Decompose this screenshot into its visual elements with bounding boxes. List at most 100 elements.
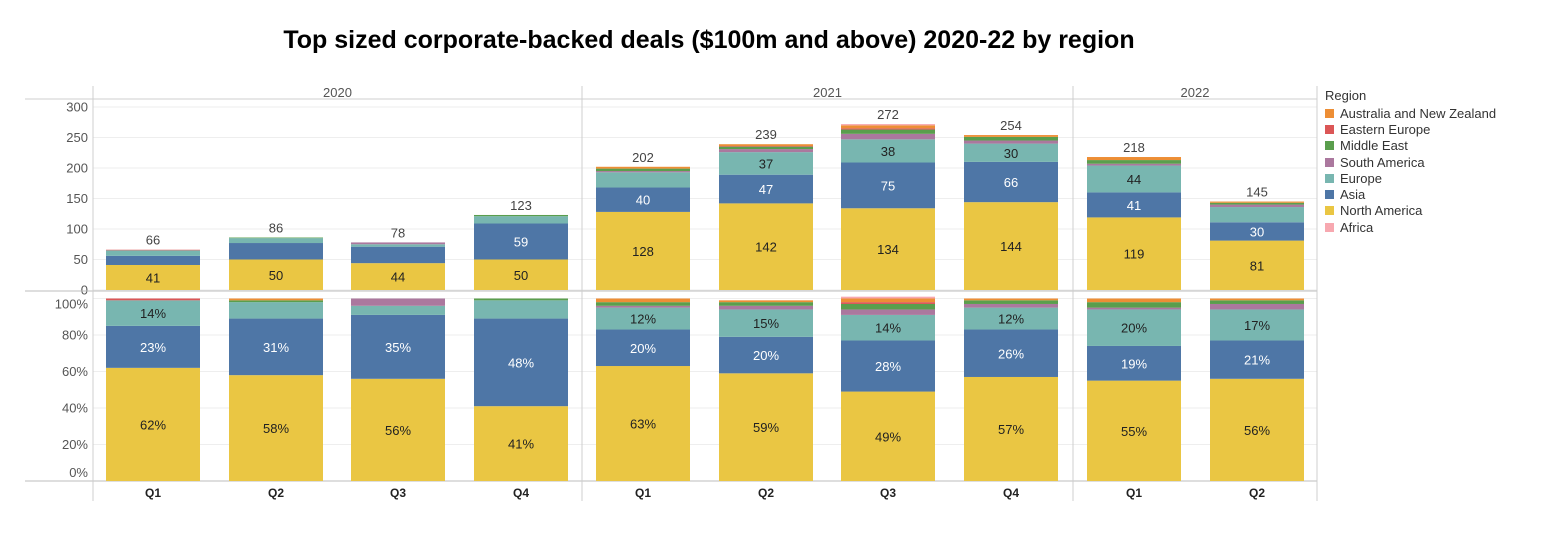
bar-segment[interactable] xyxy=(841,298,935,303)
legend-item-europe[interactable]: Europe xyxy=(1325,170,1496,186)
bar-segment[interactable] xyxy=(596,168,690,172)
bar-segment[interactable] xyxy=(841,162,935,209)
bar-segment[interactable] xyxy=(106,255,200,265)
legend-item-eastern-europe[interactable]: Eastern Europe xyxy=(1325,121,1496,137)
bar-segment[interactable] xyxy=(1210,222,1304,241)
bar-segment[interactable] xyxy=(474,318,568,407)
bar-segment[interactable] xyxy=(229,375,323,481)
bar-segment[interactable] xyxy=(229,243,323,260)
bar-segment[interactable] xyxy=(719,373,813,481)
bar-segment[interactable] xyxy=(719,336,813,374)
bar-segment[interactable] xyxy=(719,152,813,175)
bar-segment[interactable] xyxy=(841,124,935,126)
bar-segment[interactable] xyxy=(841,296,935,299)
bar-segment[interactable] xyxy=(719,203,813,290)
bar-segment[interactable] xyxy=(351,246,445,264)
legend-item-middle-east[interactable]: Middle East xyxy=(1325,138,1496,154)
bar-segment[interactable] xyxy=(596,171,690,173)
bar-segment[interactable] xyxy=(106,300,200,326)
bar-segment[interactable] xyxy=(596,366,690,481)
bar-segment[interactable] xyxy=(964,135,1058,137)
bar-segment[interactable] xyxy=(596,187,690,212)
bar-segment[interactable] xyxy=(964,300,1058,304)
legend-item-africa[interactable]: Africa xyxy=(1325,219,1496,235)
bar-segment[interactable] xyxy=(229,298,323,301)
bar-segment[interactable] xyxy=(1087,345,1181,381)
bar-segment[interactable] xyxy=(841,139,935,163)
bar-segment[interactable] xyxy=(1087,217,1181,290)
bar-segment[interactable] xyxy=(596,172,690,188)
bar-segment[interactable] xyxy=(841,133,935,140)
bar-segment[interactable] xyxy=(1087,380,1181,481)
bar-segment[interactable] xyxy=(1087,307,1181,310)
bar-segment[interactable] xyxy=(719,149,813,153)
bar-segment[interactable] xyxy=(719,146,813,147)
bar-segment[interactable] xyxy=(719,174,813,204)
bar-segment[interactable] xyxy=(1087,163,1181,166)
bar-segment[interactable] xyxy=(1087,157,1181,161)
bar-segment[interactable] xyxy=(351,242,445,245)
bar-segment[interactable] xyxy=(1087,165,1181,193)
bar-segment[interactable] xyxy=(964,329,1058,377)
bar-segment[interactable] xyxy=(1210,204,1304,208)
bar-segment[interactable] xyxy=(106,250,200,256)
bar-segment[interactable] xyxy=(351,314,445,379)
bar-segment[interactable] xyxy=(841,340,935,392)
bar-segment[interactable] xyxy=(964,136,1058,141)
bar-segment[interactable] xyxy=(474,214,568,217)
bar-segment[interactable] xyxy=(841,309,935,315)
bar-segment[interactable] xyxy=(964,143,1058,162)
bar-segment[interactable] xyxy=(1087,192,1181,218)
bar-segment[interactable] xyxy=(841,129,935,134)
bar-segment[interactable] xyxy=(474,259,568,291)
bar-segment[interactable] xyxy=(841,391,935,481)
bar-segment[interactable] xyxy=(719,144,813,147)
bar-segment[interactable] xyxy=(351,298,445,306)
bar-segment[interactable] xyxy=(596,305,690,308)
bar-segment[interactable] xyxy=(1210,340,1304,379)
bar-segment[interactable] xyxy=(719,305,813,310)
bar-segment[interactable] xyxy=(106,298,200,301)
bar-segment[interactable] xyxy=(964,303,1058,308)
bar-segment[interactable] xyxy=(229,302,323,319)
bar-segment[interactable] xyxy=(474,298,568,301)
bar-segment[interactable] xyxy=(964,307,1058,330)
bar-segment[interactable] xyxy=(1087,302,1181,308)
bar-segment[interactable] xyxy=(351,244,445,247)
bar-segment[interactable] xyxy=(719,146,813,150)
bar-segment[interactable] xyxy=(964,140,1058,144)
bar-segment[interactable] xyxy=(1087,160,1181,164)
bar-segment[interactable] xyxy=(1210,201,1304,203)
bar-segment[interactable] xyxy=(1210,378,1304,481)
bar-segment[interactable] xyxy=(841,303,935,310)
bar-segment[interactable] xyxy=(719,302,813,306)
bar-segment[interactable] xyxy=(719,309,813,337)
bar-segment[interactable] xyxy=(1210,298,1304,301)
bar-segment[interactable] xyxy=(351,305,445,315)
bar-segment[interactable] xyxy=(841,314,935,341)
legend-item-australia-new-zealand[interactable]: Australia and New Zealand xyxy=(1325,105,1496,121)
bar-segment[interactable] xyxy=(719,300,813,303)
bar-segment[interactable] xyxy=(474,223,568,260)
bar-segment[interactable] xyxy=(1210,303,1304,310)
bar-segment[interactable] xyxy=(1210,207,1304,223)
bar-segment[interactable] xyxy=(474,216,568,224)
bar-segment[interactable] xyxy=(351,378,445,481)
bar-segment[interactable] xyxy=(841,125,935,129)
bar-segment[interactable] xyxy=(1210,202,1304,205)
bar-segment[interactable] xyxy=(964,161,1058,203)
bar-segment[interactable] xyxy=(596,166,690,169)
bar-segment[interactable] xyxy=(229,237,323,239)
bar-segment[interactable] xyxy=(1210,300,1304,304)
bar-segment[interactable] xyxy=(1087,298,1181,303)
bar-segment[interactable] xyxy=(964,298,1058,301)
legend-item-asia[interactable]: Asia xyxy=(1325,186,1496,202)
bar-segment[interactable] xyxy=(474,300,568,319)
legend-item-north-america[interactable]: North America xyxy=(1325,203,1496,219)
bar-segment[interactable] xyxy=(596,307,690,330)
bar-segment[interactable] xyxy=(229,318,323,376)
bar-segment[interactable] xyxy=(106,325,200,368)
bar-segment[interactable] xyxy=(596,329,690,367)
bar-segment[interactable] xyxy=(106,249,200,251)
bar-segment[interactable] xyxy=(106,367,200,481)
